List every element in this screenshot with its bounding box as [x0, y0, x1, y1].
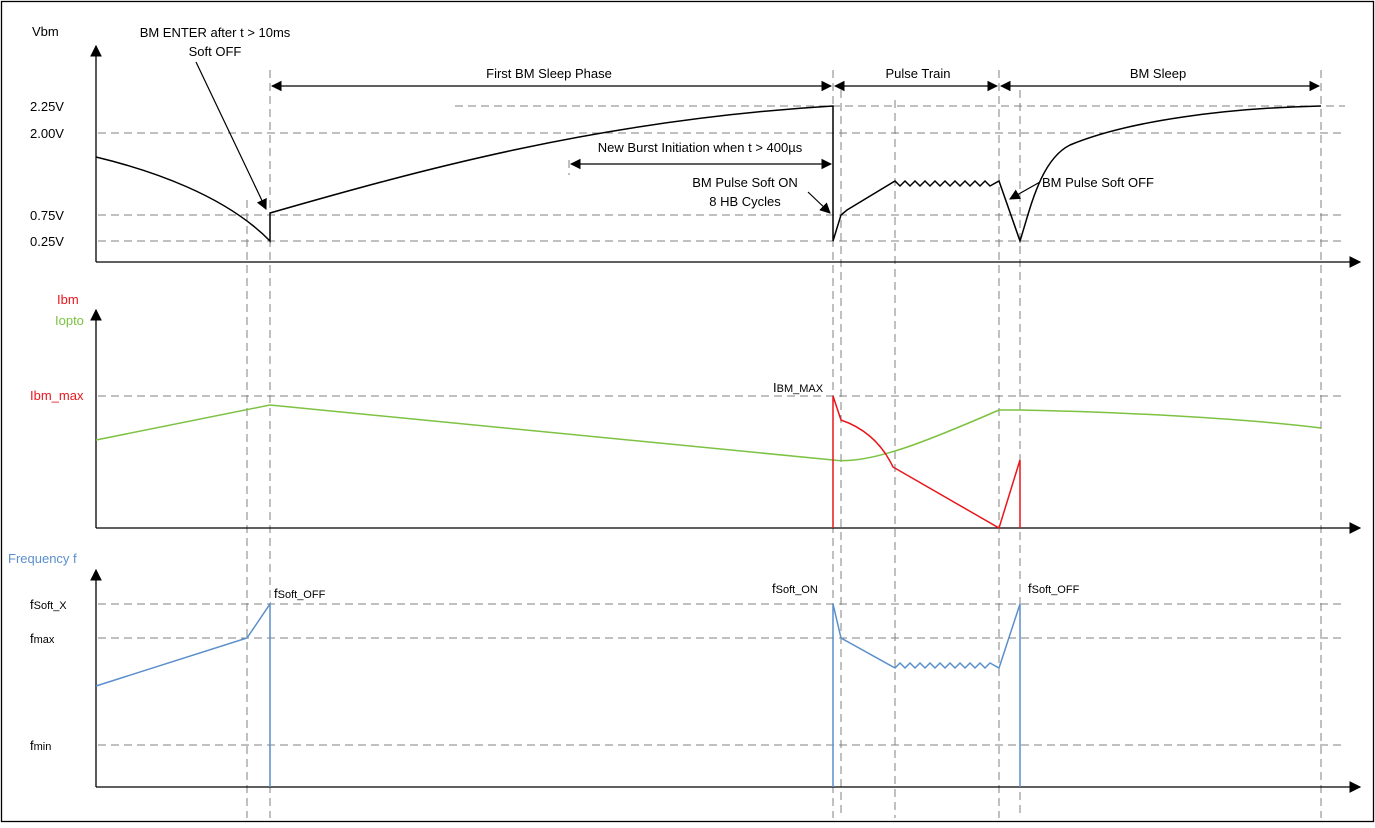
fsoft-off-label-2: fSoft_OFF: [1028, 581, 1080, 596]
bm-sleep-label: BM Sleep: [1130, 66, 1186, 81]
level-label-2-00v: 2.00V: [30, 126, 64, 141]
hb-cycles-label: 8 HB Cycles: [709, 194, 781, 209]
first-sleep-label: First BM Sleep Phase: [486, 66, 612, 81]
fsoft-off-label-1: fSoft_OFF: [274, 586, 326, 601]
ibm-axis-label: Ibm: [57, 292, 79, 307]
frequency-waveform-burst: [832, 603, 1021, 787]
new-burst-label: New Burst Initiation when t > 400µs: [598, 140, 803, 155]
level-label-0-25v: 0.25V: [30, 234, 64, 249]
soft-on-label: BM Pulse Soft ON: [692, 175, 797, 190]
level-label-0-75v: 0.75V: [30, 208, 64, 223]
ibm-max-peak-label: IBM_MAX: [773, 380, 824, 395]
fmin-level-label: fmin: [30, 738, 51, 753]
vbm-waveform: [95, 105, 1322, 244]
time-markers: [246, 70, 1322, 818]
fsoft-on-label: fSoft_ON: [772, 581, 818, 596]
freq-axis-label: Frequency f: [8, 551, 77, 566]
pulse-train-label: Pulse Train: [885, 66, 950, 81]
vbm-axis-label: Vbm: [32, 24, 59, 39]
frequency-waveform: [95, 601, 271, 787]
bm-enter-label: BM ENTER after t > 10ms: [140, 25, 291, 40]
soft-on-pointer-arrow: [807, 191, 831, 214]
iopto-axis-label: Iopto: [55, 313, 84, 328]
fmax-level-label: fmax: [30, 631, 55, 646]
bm-enter-pointer-arrow: [195, 61, 267, 210]
current-panel: Ibm Iopto Ibm_max IBM_MAX: [30, 292, 1362, 534]
vbm-panel: Vbm 2.25V 2.00V 0.75V 0.25V First BM Sle…: [30, 24, 1362, 268]
iopto-waveform: [95, 404, 1322, 462]
soft-off-pulse-label: BM Pulse Soft OFF: [1042, 175, 1154, 190]
freq-panel: Frequency f fSoft_X fmax fmin fSoft_OFF …: [8, 551, 1362, 793]
soft-off-label: Soft OFF: [189, 44, 242, 59]
ibm-waveform: [832, 395, 1021, 530]
fsoft-x-level-label: fSoft_X: [30, 597, 67, 612]
soft-off-pointer-arrow: [1009, 181, 1041, 200]
ibm-max-level-label: Ibm_max: [30, 388, 84, 403]
level-label-2-25v: 2.25V: [30, 99, 64, 114]
